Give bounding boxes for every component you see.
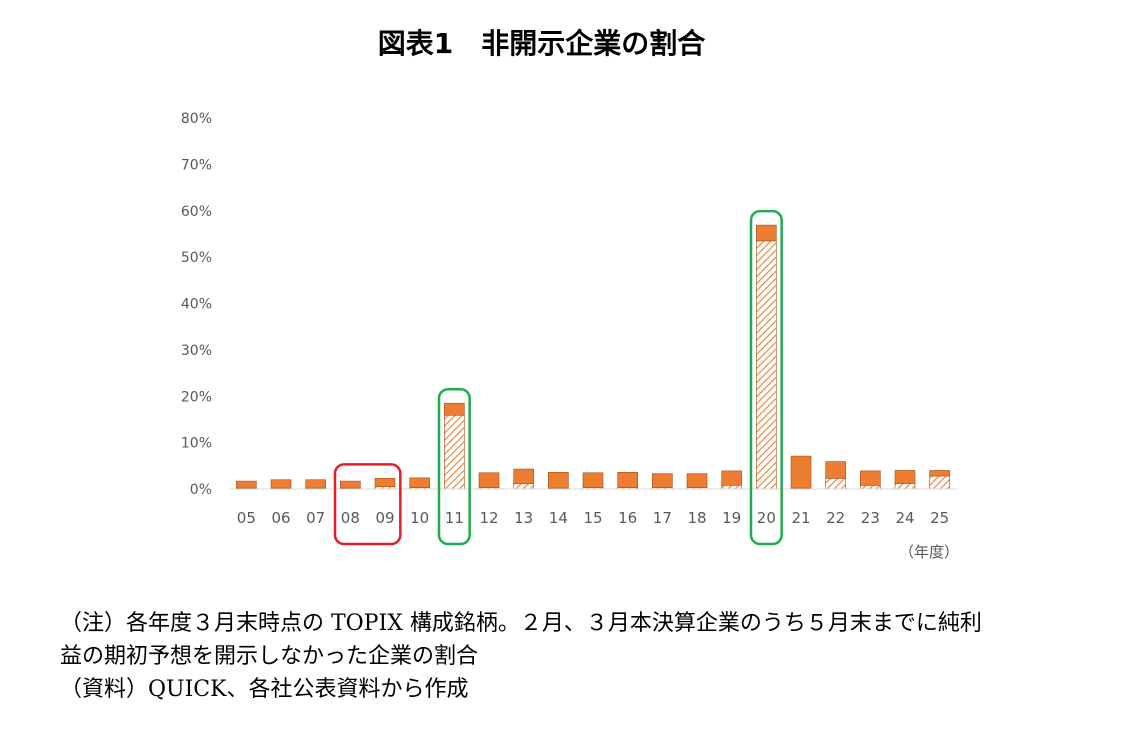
bar-segment-hatched (825, 478, 846, 490)
note-line-3: （資料）QUICK、各社公表資料から作成 (60, 677, 469, 702)
bar-segment-solid (929, 470, 950, 477)
bar-segment-solid (478, 472, 500, 488)
bar-segment-hatched (513, 483, 534, 490)
bar-segment-solid (374, 478, 396, 487)
bar-segment-solid (409, 477, 430, 488)
x-tick-label: 10 (410, 509, 429, 527)
x-tick-label: 20 (757, 509, 776, 527)
highlight-box (749, 209, 783, 546)
notes: （注）各年度３月末時点の TOPIX 構成銘柄。２月、３月本決算企業のうち５月末… (60, 607, 1130, 706)
x-tick-label: 25 (930, 509, 949, 527)
bar-segment-solid (756, 224, 777, 242)
y-tick-label: 50% (181, 250, 212, 266)
y-tick-label: 30% (181, 343, 212, 359)
x-tick-label: 07 (306, 509, 325, 527)
x-tick-label: 16 (618, 509, 637, 527)
bars (236, 224, 950, 490)
bar-segment-solid (860, 470, 881, 486)
x-axis-ticks: 05 06 07 08 09 10 11 12 13 14 15 16 17 18 19 20 21 22 23 24… (237, 509, 949, 527)
bar-segment-solid (270, 479, 292, 489)
bar-segment-solid (513, 468, 534, 484)
x-tick-label: 06 (271, 509, 290, 527)
bar-segment-hatched (894, 483, 916, 490)
x-tick-label: 23 (861, 509, 880, 527)
bar-segment-solid (894, 470, 916, 484)
y-tick-label: 60% (181, 204, 212, 220)
y-tick-label: 40% (181, 297, 212, 313)
y-tick-label: 80% (181, 111, 212, 127)
y-tick-label: 70% (181, 157, 212, 173)
x-tick-label: 18 (687, 509, 706, 527)
x-tick-label: 09 (375, 509, 394, 527)
bar-segment-solid (236, 480, 257, 489)
bar-segment-hatched (860, 484, 881, 490)
x-tick-label: 08 (341, 509, 360, 527)
y-tick-label: 20% (181, 389, 212, 405)
bar-segment-hatched (444, 414, 465, 490)
bar-segment-hatched (721, 484, 742, 490)
bar-chart: 0% 10% 20% 30% 40% 50% 60% 70% 80% 05 06 07 08 09 10 1… (181, 111, 959, 561)
y-tick-label: 0% (190, 482, 212, 498)
bar-segment-solid (340, 480, 361, 489)
bar-segment-solid (790, 455, 812, 489)
x-tick-label: 15 (583, 509, 602, 527)
bar-segment-solid (617, 472, 638, 488)
highlight-boxes (333, 209, 783, 546)
bar-segment-solid (825, 461, 846, 479)
note-line-2: 益の期初予想を開示しなかった企業の割合 (60, 644, 479, 669)
y-axis-ticks: 0% 10% 20% 30% 40% 50% 60% 70% 80% (181, 111, 212, 498)
highlight-box (333, 463, 402, 546)
x-tick-label: 14 (549, 509, 568, 527)
x-tick-label: 13 (514, 509, 533, 527)
bar-segment-hatched (929, 475, 950, 490)
bar-segment-solid (652, 473, 673, 488)
x-tick-label: 17 (653, 509, 672, 527)
highlight-box (437, 387, 471, 546)
bar-segment-solid (582, 472, 604, 488)
x-tick-label: 21 (791, 509, 810, 527)
note-line-1: （注）各年度３月末時点の TOPIX 構成銘柄。２月、３月本決算企業のうち５月末… (60, 611, 982, 636)
x-tick-label: 24 (895, 509, 914, 527)
x-axis-label: （年度） (899, 543, 959, 561)
x-tick-label: 19 (722, 509, 741, 527)
bar-segment-solid (721, 470, 742, 486)
bar-segment-hatched (756, 240, 777, 490)
x-tick-label: 11 (445, 509, 464, 527)
x-tick-label: 05 (237, 509, 256, 527)
bar-segment-solid (444, 402, 465, 416)
y-tick-label: 10% (181, 436, 212, 452)
bar-segment-solid (548, 472, 569, 489)
bar-segment-solid (686, 473, 708, 488)
x-tick-label: 12 (479, 509, 498, 527)
x-tick-label: 22 (826, 509, 845, 527)
bar-segment-solid (305, 479, 326, 489)
chart-title: 図表1 非開示企業の割合 (377, 27, 706, 60)
